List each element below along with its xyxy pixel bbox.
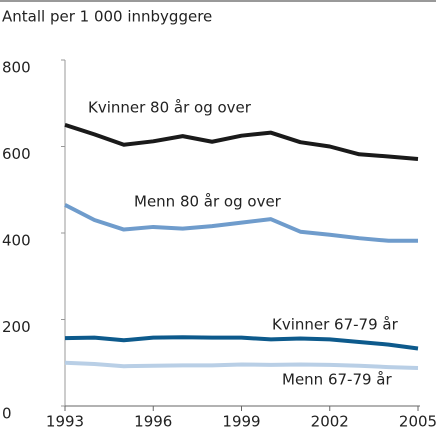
x-tick-label: 1996	[134, 413, 172, 430]
y-tick-label: 800	[2, 59, 31, 77]
series-label: Menn 67-79 år	[282, 371, 392, 389]
y-tick-label: 0	[2, 405, 12, 423]
y-tick-label: 400	[2, 232, 31, 250]
series-line	[64, 360, 419, 370]
series-line	[64, 122, 419, 162]
series-line	[64, 203, 418, 243]
x-tick-label: 1993	[46, 413, 84, 430]
y-axis-label: Antall per 1 000 innbyggere	[2, 8, 212, 26]
y-tick-label: 200	[2, 318, 31, 336]
x-tick-label: 2005	[399, 413, 436, 430]
series-label: Menn 80 år og over	[134, 193, 282, 211]
series-label: Kvinner 80 år og over	[88, 99, 252, 117]
x-tick-label: 1999	[222, 413, 260, 430]
y-tick-label: 600	[2, 145, 31, 163]
series-line	[64, 335, 419, 351]
x-tick-label: 2002	[311, 413, 349, 430]
series-label: Kvinner 67-79 år	[272, 316, 399, 334]
